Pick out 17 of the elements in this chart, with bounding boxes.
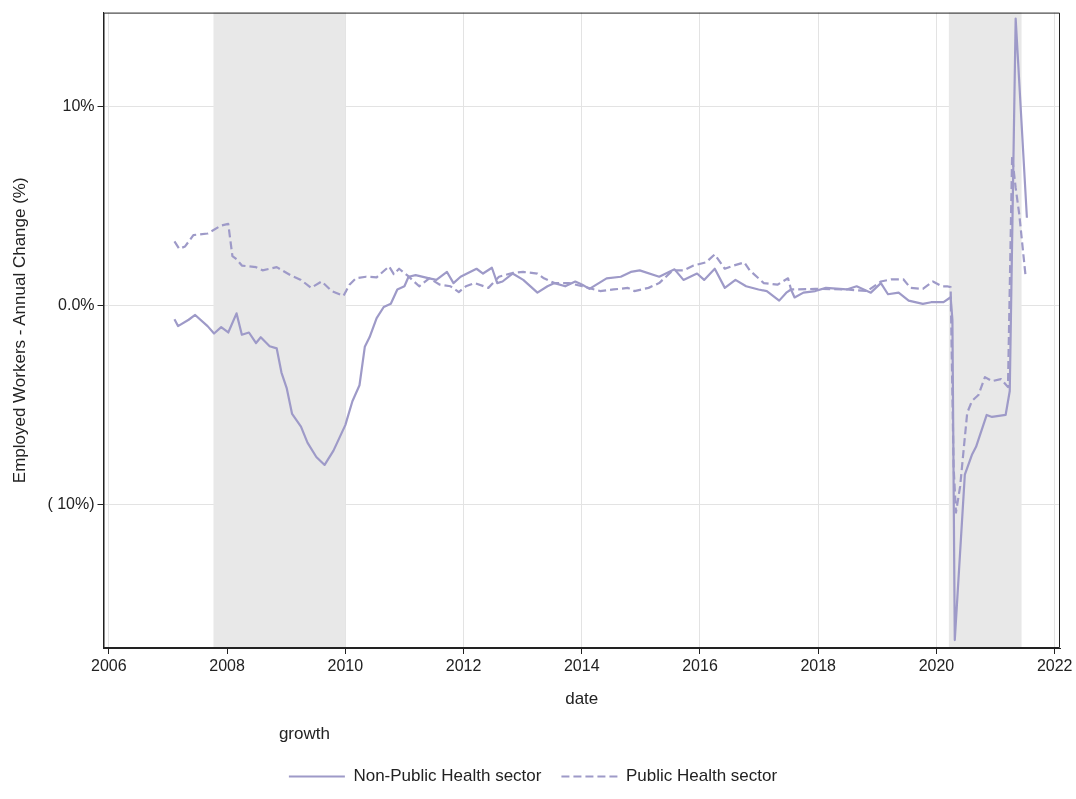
x-tick-label: 2016 [682, 657, 718, 675]
y-axis-title: Employed Workers - Annual Change (%) [9, 177, 29, 484]
x-tick-label: 2008 [209, 657, 245, 675]
x-tick-label: 2014 [563, 657, 600, 675]
x-tick-label: 2020 [918, 657, 955, 675]
legend-label: Non-Public Health sector [353, 766, 542, 786]
x-tick-label: 2010 [327, 657, 364, 675]
legend-title: growth [278, 723, 330, 743]
x-tick-label: 2006 [91, 657, 127, 675]
y-tick-label: 0.0% [58, 295, 95, 313]
y-tick-label: ( 10%) [47, 494, 95, 512]
y-tick-label: 10% [62, 96, 95, 114]
x-tick-label: 2012 [445, 657, 482, 675]
x-axis-title: date [565, 689, 599, 709]
legend-label: Public Health sector [625, 766, 778, 786]
x-tick-label: 2018 [800, 657, 837, 675]
x-tick-label: 2022 [1036, 657, 1073, 675]
